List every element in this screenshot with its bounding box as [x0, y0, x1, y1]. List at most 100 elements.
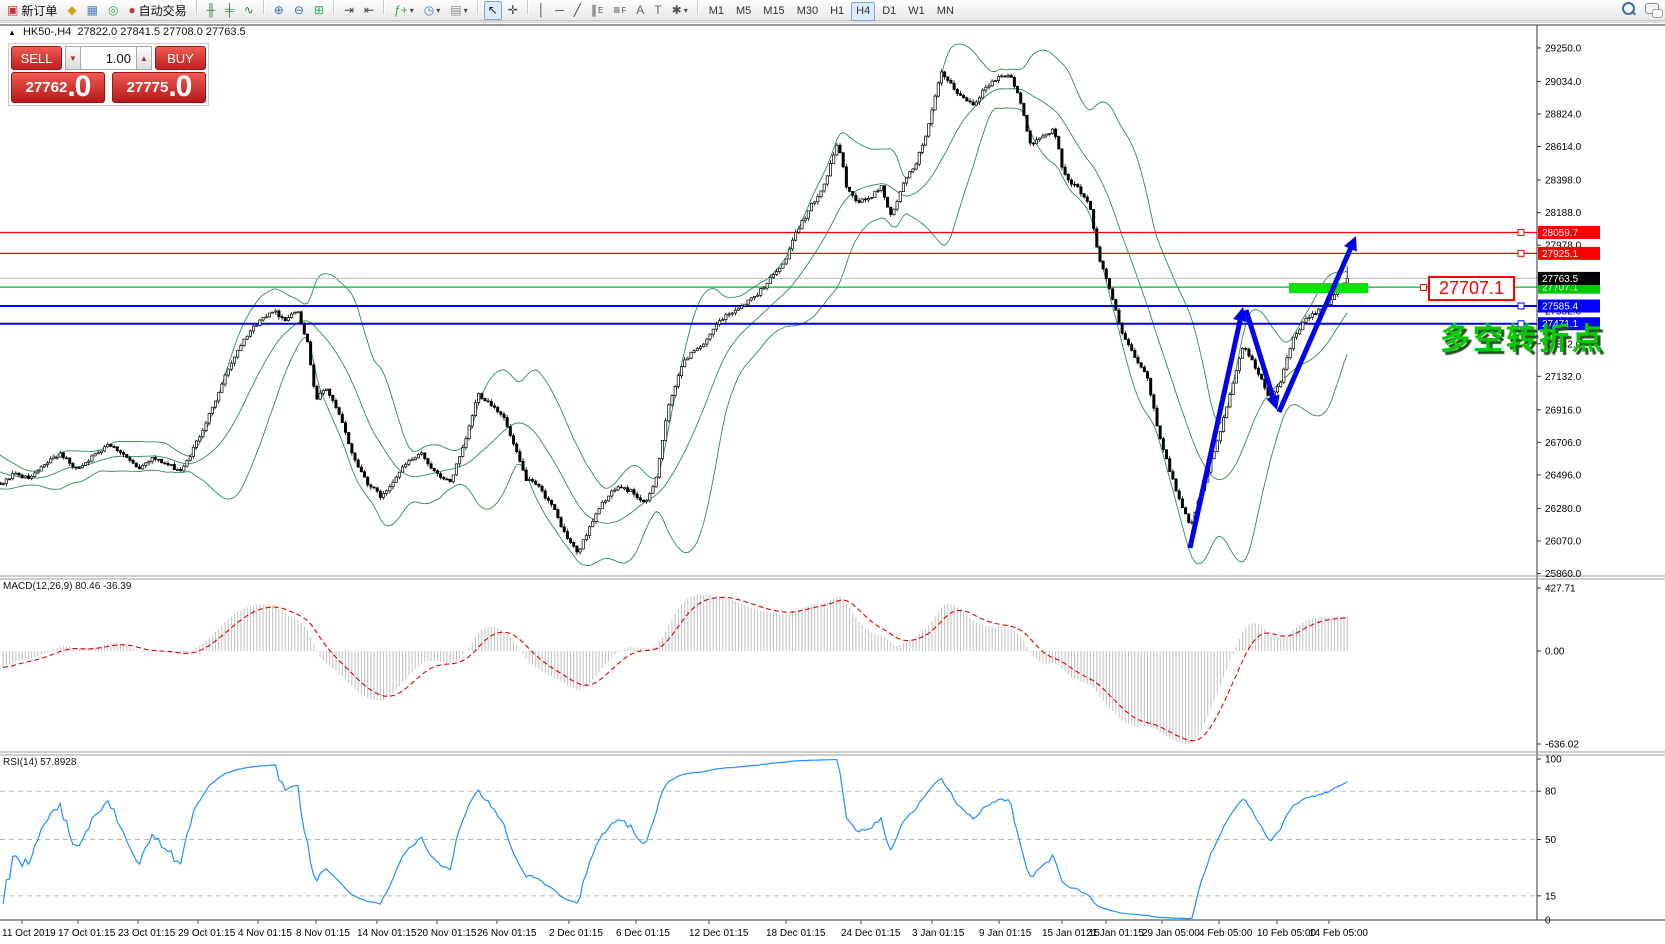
zoom-in-icon[interactable]: ⊕ [270, 1, 288, 20]
candle-body [1073, 183, 1077, 186]
level-line-handle[interactable] [1517, 302, 1525, 310]
fibonacci-icon: ≡ [613, 3, 621, 18]
timeframe-w1[interactable]: W1 [908, 5, 925, 18]
bull-bear-pivot-annotation[interactable]: 多空转折点 [1440, 323, 1605, 356]
zigzag-arrowhead[interactable] [1266, 394, 1280, 410]
pivot-label-anchor[interactable] [1420, 284, 1427, 291]
candle-body [122, 452, 126, 455]
vertical-line-icon[interactable]: │ [534, 1, 550, 20]
timeframe-h4[interactable]: H4 [851, 1, 876, 21]
chart-shift-icon[interactable]: ⇤ [360, 1, 378, 20]
candle-body [714, 323, 718, 330]
candle-body [518, 451, 522, 462]
candlestick-icon[interactable]: ╪ [221, 1, 238, 20]
sell-price-panel[interactable]: 27762 .0 [11, 72, 105, 103]
candle-body [372, 486, 376, 489]
equidistant-channel-icon[interactable]: ∥ E [591, 3, 604, 18]
volume-increase-button[interactable]: ▲ [136, 46, 152, 70]
candle-body [743, 303, 747, 307]
market-watch-icon[interactable]: ◆ [63, 1, 80, 20]
bar-chart-icon: ╫ [206, 3, 216, 18]
candle-body [1054, 128, 1058, 137]
candle-body [115, 446, 119, 451]
timeframe-m1[interactable]: M1 [708, 5, 724, 18]
zigzag-segment[interactable] [1276, 244, 1355, 414]
candle-body [752, 296, 756, 299]
candle-body [1006, 74, 1010, 78]
time-tick-label: 24 Dec 01:15 [841, 928, 901, 939]
buy-price-panel[interactable]: 27775 .0 [112, 72, 206, 103]
toolbar-divider [332, 0, 335, 15]
timeframe-m30[interactable]: M30 [796, 5, 819, 18]
candle-body [718, 320, 722, 325]
candle-body [147, 460, 151, 464]
periods-icon[interactable]: ◷ ▾ [423, 3, 441, 18]
timeframe-m5[interactable]: M5 [736, 5, 752, 18]
line-chart-icon[interactable]: ∿ [240, 1, 258, 20]
toolbar-divider [262, 0, 265, 15]
collapse-triangle-icon[interactable]: ▲ [8, 28, 16, 37]
candle-body [1117, 309, 1121, 324]
level-line-handle[interactable] [1517, 249, 1525, 257]
horizontal-line-icon[interactable]: ─ [551, 1, 568, 20]
text-label-icon[interactable]: T [650, 1, 665, 20]
auto-scroll-icon[interactable]: ⇥ [340, 1, 358, 20]
trendline-icon[interactable]: ╱ [570, 1, 585, 20]
timeframe-h1[interactable]: H1 [830, 5, 845, 18]
candle-body [369, 484, 373, 488]
navigator-icon: ◎ [107, 3, 119, 18]
candle-body [512, 435, 516, 445]
data-window-icon[interactable]: ▦ [83, 1, 102, 20]
zoom-out-icon[interactable]: ⊖ [290, 1, 308, 20]
candle-body [629, 489, 633, 492]
pivot-price-label[interactable]: 27707.1 [1428, 276, 1515, 301]
timeframe-m15[interactable]: M15 [763, 5, 785, 18]
candle-body [137, 466, 141, 470]
text-icon[interactable]: A [632, 1, 648, 20]
candle-body [353, 452, 357, 461]
chat-icon[interactable] [1645, 3, 1663, 18]
candle-body [873, 190, 877, 198]
volume-decrease-button[interactable]: ▼ [65, 46, 81, 70]
search-icon[interactable] [1622, 2, 1635, 15]
zigzag-segment[interactable] [1243, 309, 1277, 402]
autotrade-button[interactable]: ● 自动交易 [128, 3, 187, 19]
bar-chart-icon[interactable]: ╫ [203, 1, 220, 20]
candle-body [1288, 348, 1292, 359]
candle-body [1250, 355, 1254, 361]
sell-button[interactable]: SELL [11, 46, 62, 70]
level-line-handle[interactable] [1517, 228, 1525, 236]
candle-body [33, 472, 37, 477]
timeframe-d1[interactable]: D1 [882, 5, 897, 18]
volume-input[interactable]: 1.00 [81, 46, 136, 70]
indicators-icon[interactable]: ƒ+ ▾ [394, 3, 414, 18]
zigzag-arrowhead[interactable] [1343, 236, 1357, 252]
time-tick-label: 23 Oct 01:15 [118, 928, 176, 939]
candle-body [125, 453, 129, 458]
candle-body [1130, 344, 1134, 351]
zigzag-segment[interactable] [1187, 316, 1244, 549]
rsi-tick-label: 50 [1545, 835, 1557, 846]
candle-body [635, 493, 639, 499]
chart-title[interactable]: ▲ HK50-,H4 27822.0 27841.5 27708.0 27763… [8, 26, 246, 38]
tile-windows-icon[interactable]: ⊞ [310, 1, 328, 20]
navigator-icon[interactable]: ◎ [104, 1, 122, 20]
crosshair-icon[interactable]: ✛ [504, 1, 522, 20]
candle-body [787, 248, 791, 260]
candle-body [17, 472, 21, 476]
candle-body [175, 469, 179, 471]
arrows-icon[interactable]: ✱ ▾ [671, 3, 688, 18]
time-tick-label: 4 Nov 01:15 [238, 928, 292, 939]
new-order-button[interactable]: ▣ 新订单 [7, 3, 58, 19]
candle-body [1111, 288, 1115, 300]
timeframe-mn[interactable]: MN [936, 5, 954, 18]
buy-button[interactable]: BUY [155, 46, 206, 70]
fibonacci-icon[interactable]: ≡ F [613, 3, 627, 18]
level-line-handle[interactable] [1517, 320, 1525, 328]
candle-body [1174, 478, 1178, 492]
templates-icon[interactable]: ▤ ▾ [450, 3, 468, 18]
green-highlight-bar[interactable] [1289, 283, 1368, 293]
zigzag-arrowhead[interactable] [1233, 307, 1247, 323]
cursor-icon[interactable]: ↖ [483, 1, 502, 21]
